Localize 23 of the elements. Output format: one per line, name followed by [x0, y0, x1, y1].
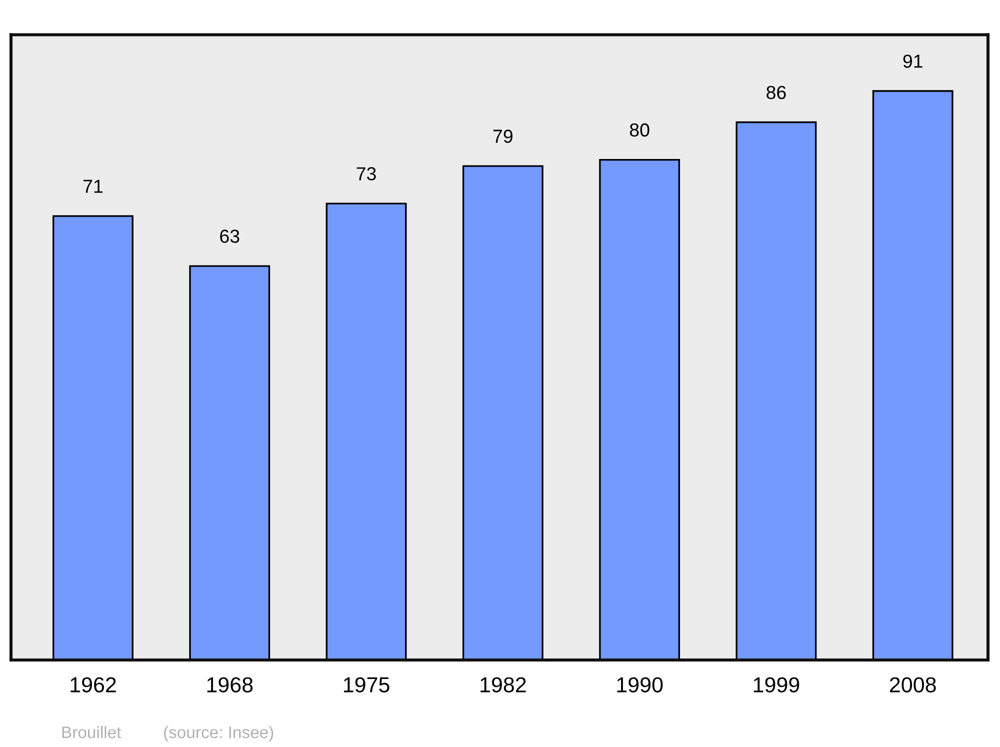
bar: [52, 215, 134, 660]
data-label: 79: [493, 130, 512, 143]
data-label: 80: [630, 123, 650, 137]
bar: [599, 158, 680, 660]
x-tick-label: 1968: [207, 677, 253, 692]
x-tick-label: 2008: [890, 677, 936, 692]
bar: [189, 265, 270, 660]
text: Brouillet: [62, 726, 122, 738]
text: (source: Insee): [164, 726, 274, 742]
x-tick-label: 1962: [70, 677, 116, 692]
x-tick-label: 1982: [480, 677, 526, 692]
bar: [326, 202, 407, 660]
x-tick-label: 1999: [754, 677, 800, 692]
x-tick-label: 1990: [617, 677, 663, 692]
x-tick-label: 1975: [344, 677, 390, 692]
data-label: 73: [356, 167, 376, 180]
bar: [736, 121, 817, 660]
bar: [462, 165, 544, 660]
bar: [872, 90, 954, 660]
data-label: 91: [903, 54, 922, 68]
data-label: 63: [220, 230, 240, 243]
data-label: 86: [766, 86, 786, 100]
data-label: 71: [84, 180, 102, 193]
